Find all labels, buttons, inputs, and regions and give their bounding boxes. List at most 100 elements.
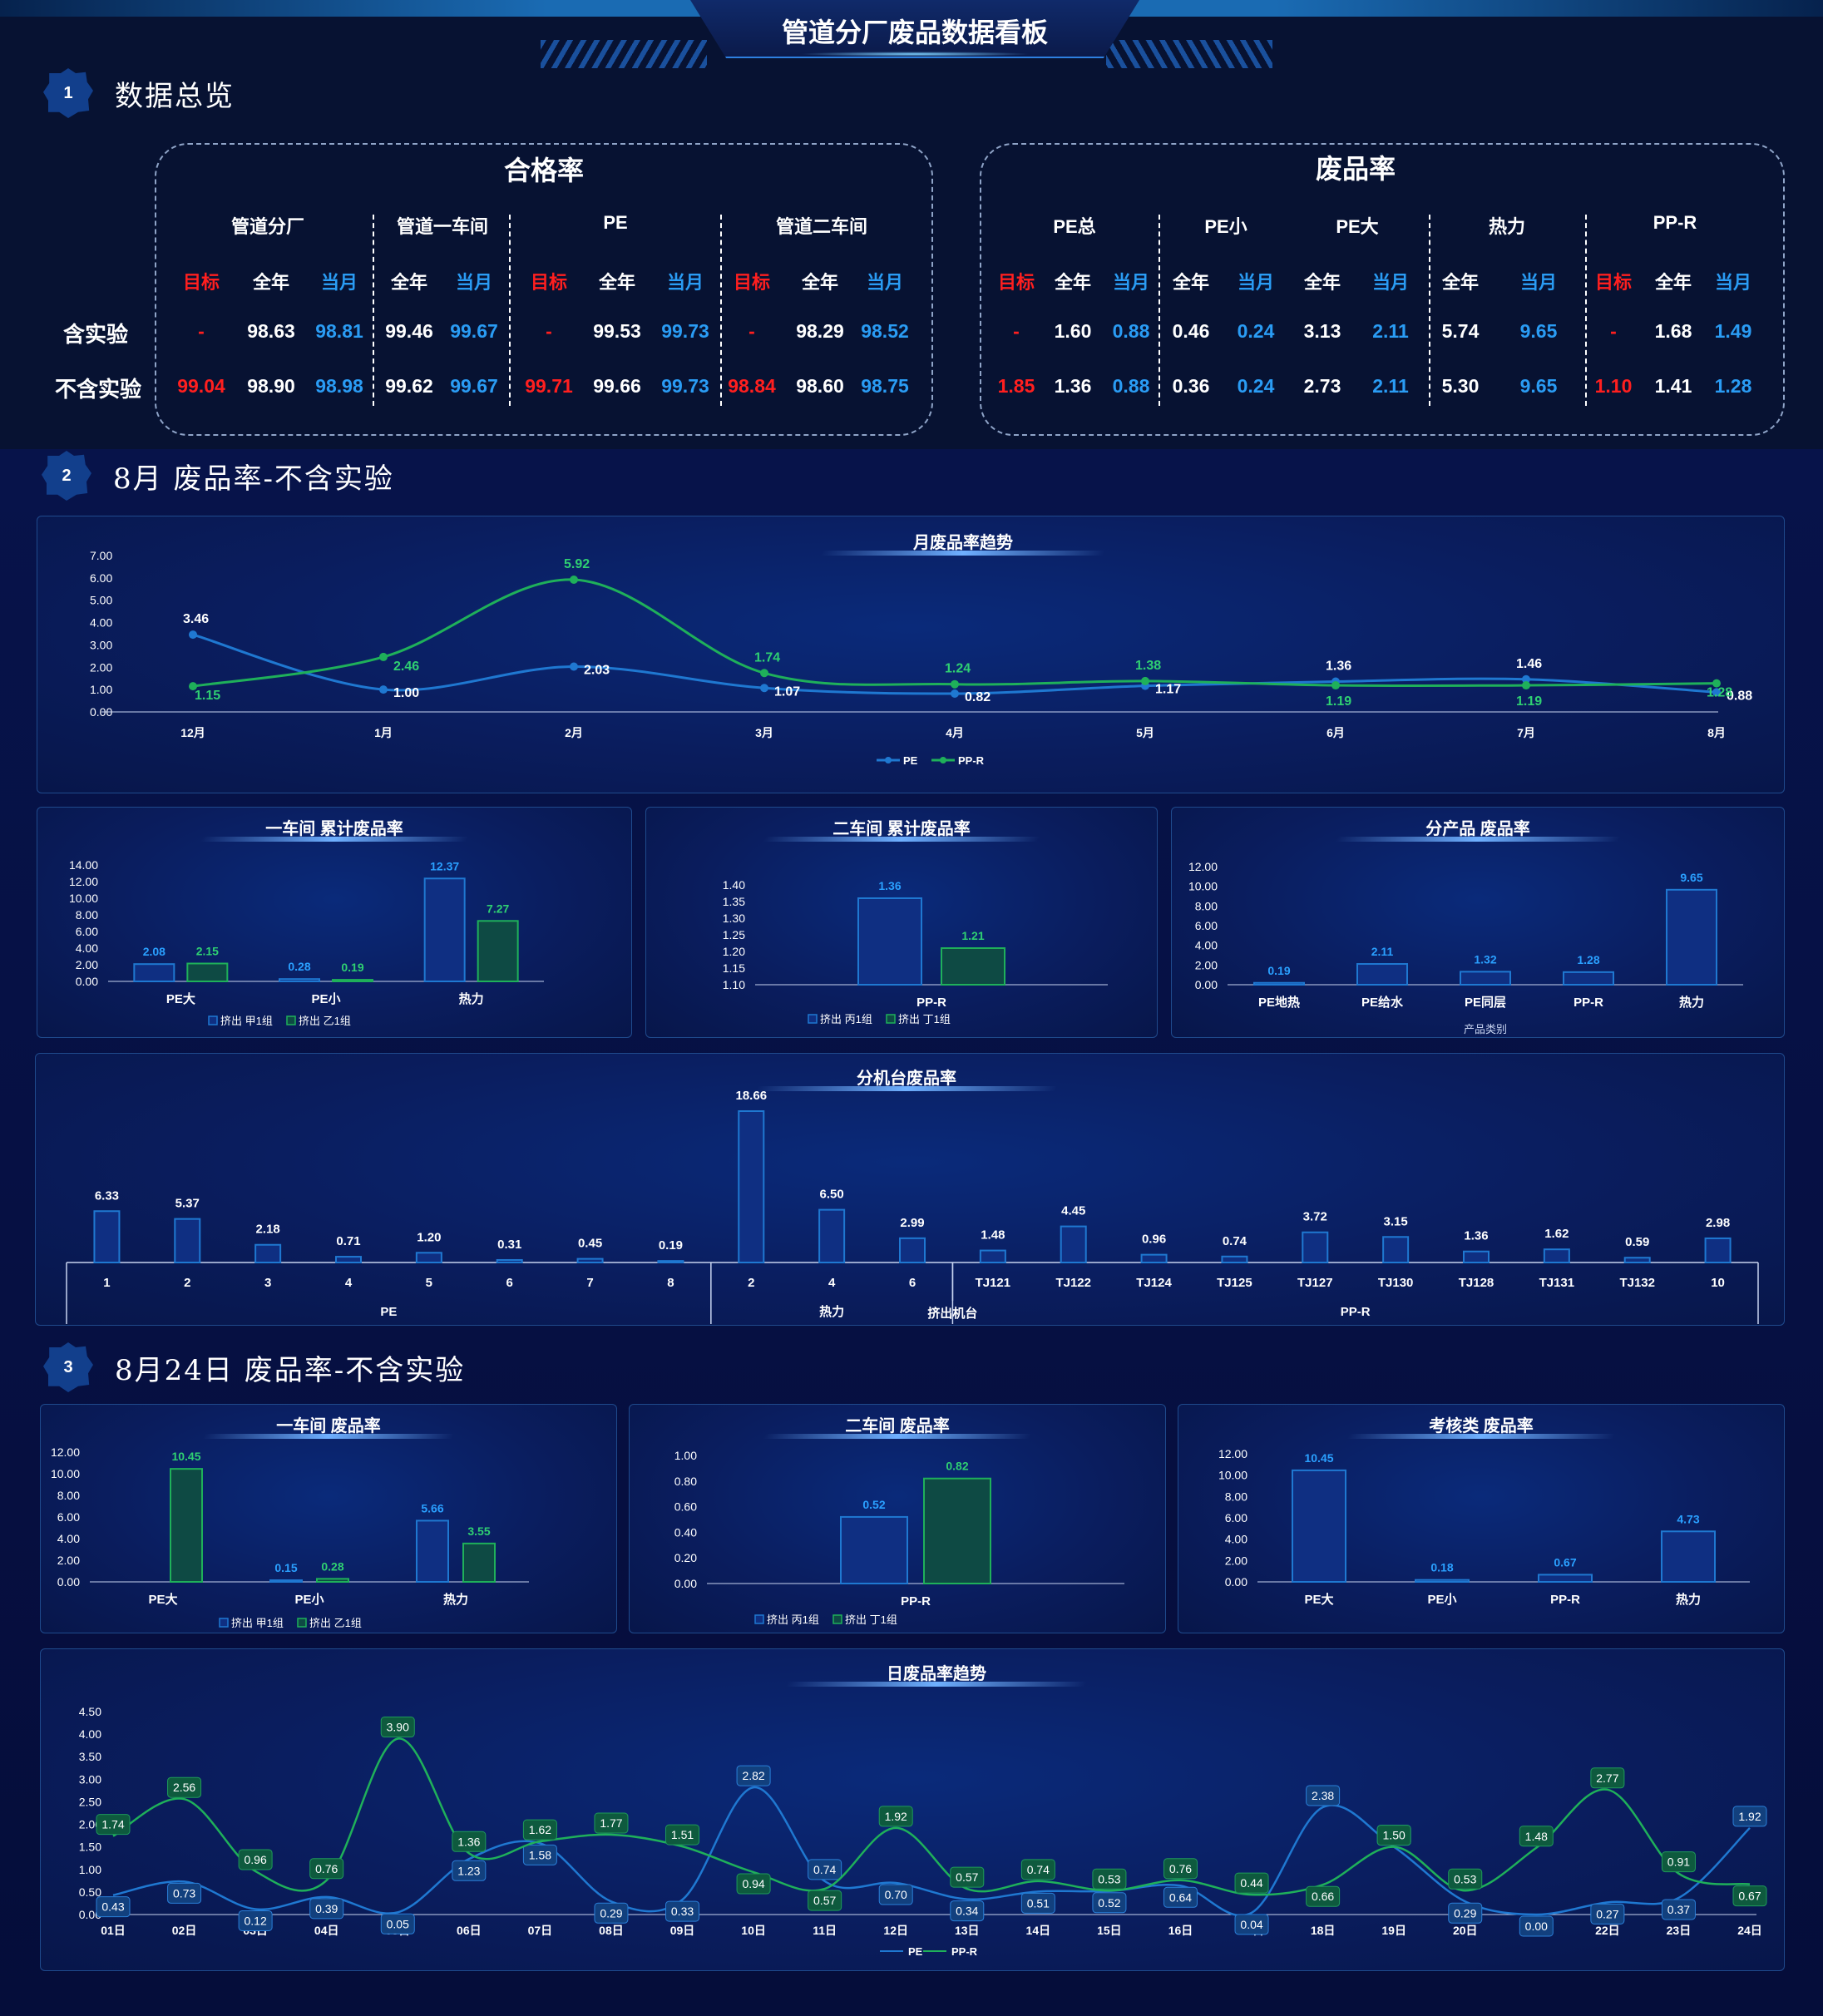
bar: [738, 1110, 765, 1263]
data-label: 1.62: [529, 1823, 551, 1836]
data-label: 0.96: [245, 1853, 267, 1866]
x-tick-label: PE小: [1427, 1593, 1456, 1607]
legend-label: PE: [908, 1945, 923, 1958]
legend-label: 挤出 丁1组: [898, 1013, 951, 1025]
data-label: 0.57: [813, 1894, 836, 1907]
data-label: 0.04: [1240, 1918, 1262, 1931]
pass-value-cell: 98.63: [247, 320, 295, 342]
data-label: 1.36: [457, 1835, 480, 1848]
y-tick-label: 3.00: [90, 638, 112, 651]
data-label: 1.36: [1326, 659, 1351, 673]
bar: [1253, 981, 1305, 986]
data-label-box: [1234, 1872, 1269, 1894]
bar: [657, 1260, 684, 1263]
pass-group-header: 管道分厂: [230, 216, 304, 237]
pass-value-cell: 99.66: [593, 375, 641, 397]
y-tick-label: 1.15: [723, 961, 745, 975]
data-label: 1.17: [1155, 683, 1181, 697]
scrap-group-header: 热力: [1488, 216, 1525, 237]
bar-value-label: 1.48: [981, 1228, 1005, 1243]
x-tick-label: 7月: [1517, 726, 1535, 739]
y-tick-label: 0.00: [90, 705, 112, 719]
data-label-box: [309, 1898, 344, 1920]
data-label: 3.90: [387, 1721, 409, 1734]
x-tick-label: PE大: [166, 991, 195, 1006]
scrap-value-cell: 1.28: [1714, 375, 1752, 397]
x-tick-label: PP-R: [901, 1594, 931, 1608]
daily-trend-chart: 0.00 0.50 1.00 1.50 2.00 2.50 3.00 3.50 4.00 4.50…: [79, 1705, 1767, 1958]
bar: [1140, 1253, 1168, 1264]
data-label: 0.74: [1027, 1863, 1050, 1876]
scrap-value-cell: 0.36: [1172, 375, 1210, 397]
bar: [477, 920, 519, 982]
section-title: 数据总览: [115, 79, 235, 113]
data-label: 1.48: [1525, 1830, 1548, 1843]
x-tick-label: PE给水: [1361, 995, 1404, 1010]
bar: [1661, 1530, 1716, 1584]
y-tick-label: 2.00: [76, 958, 98, 971]
data-label-box: [808, 1890, 842, 1911]
y-tick-label: 8.00: [1225, 1490, 1247, 1503]
data-label: 1.92: [885, 1810, 907, 1823]
data-point: [1712, 679, 1721, 688]
legend-label: PP-R: [958, 754, 985, 767]
pass-col-header: 全年: [598, 272, 635, 293]
bar: [335, 1256, 362, 1264]
data-label-box: [167, 1776, 202, 1798]
section-number-badge: 1: [43, 68, 93, 118]
panel-title: 日废品率趋势: [887, 1665, 986, 1683]
bar-value-label: 0.74: [1223, 1234, 1247, 1248]
y-tick-label: 2.00: [90, 660, 112, 674]
bar: [170, 1468, 203, 1584]
y-tick-label: 2.00: [57, 1554, 80, 1567]
x-tick-label: PE同层: [1465, 996, 1506, 1010]
y-tick-label: 12.00: [69, 875, 98, 888]
scrap-value-cell: 1.10: [1594, 375, 1633, 397]
bar-value-label: 1.32: [1474, 952, 1496, 966]
data-label: 0.34: [956, 1905, 978, 1918]
data-label-box: [96, 1896, 131, 1918]
pass-value-cell: 98.84: [728, 375, 776, 397]
bar-value-label: 0.18: [1430, 1561, 1453, 1574]
pass-group-header: PE: [603, 212, 628, 233]
scrap-value-cell: 0.24: [1237, 320, 1275, 342]
x-tick-label: 2: [184, 1276, 190, 1290]
section-1-header: 1 数据总览: [43, 68, 235, 118]
section-title: 8月 废品率-不含实验: [113, 462, 394, 496]
bar-value-label: 6.50: [820, 1188, 844, 1202]
bar: [1292, 1469, 1346, 1584]
data-label: 1.19: [1516, 694, 1542, 709]
bar-value-label: 2.98: [1706, 1216, 1730, 1230]
x-tick-label: 06日: [457, 1924, 482, 1937]
legend-marker: [219, 1618, 229, 1628]
y-tick-label: 0.00: [76, 975, 98, 988]
data-label: 0.29: [600, 1906, 622, 1920]
bar: [415, 1252, 442, 1264]
scrap-col-header: 全年: [1172, 272, 1209, 293]
title-glow: [798, 52, 1031, 57]
legend-label: 挤出 乙1组: [299, 1015, 351, 1027]
daily-assessment-panel: [1178, 1404, 1785, 1633]
x-tick-label: PP-R: [916, 996, 946, 1010]
y-tick-label: 1.35: [723, 895, 745, 908]
pass-value-cell: -: [198, 320, 205, 342]
pass-value-cell: 99.46: [385, 320, 433, 342]
group-label: PE: [380, 1305, 397, 1319]
bar-value-label: 2.11: [1371, 945, 1394, 958]
bar: [923, 1477, 991, 1584]
bar-value-label: 5.37: [175, 1197, 200, 1211]
bar: [1382, 1236, 1410, 1263]
bar: [269, 1579, 303, 1584]
y-tick-label: 4.50: [79, 1705, 101, 1718]
data-label-box: [1448, 1902, 1483, 1924]
data-label: 0.73: [173, 1886, 195, 1900]
bar: [423, 877, 466, 982]
x-tick-label: 4: [828, 1276, 836, 1290]
daily-workshop1-panel: [40, 1404, 617, 1633]
scrap-value-cell: 1.41: [1654, 375, 1692, 397]
pass-group-header: 管道一车间: [396, 216, 488, 237]
x-tick-label: 6: [506, 1276, 513, 1290]
bar-value-label: 10.45: [171, 1450, 200, 1463]
x-tick-label: 23日: [1667, 1924, 1692, 1937]
scrap-value-cell: 2.73: [1303, 375, 1341, 397]
